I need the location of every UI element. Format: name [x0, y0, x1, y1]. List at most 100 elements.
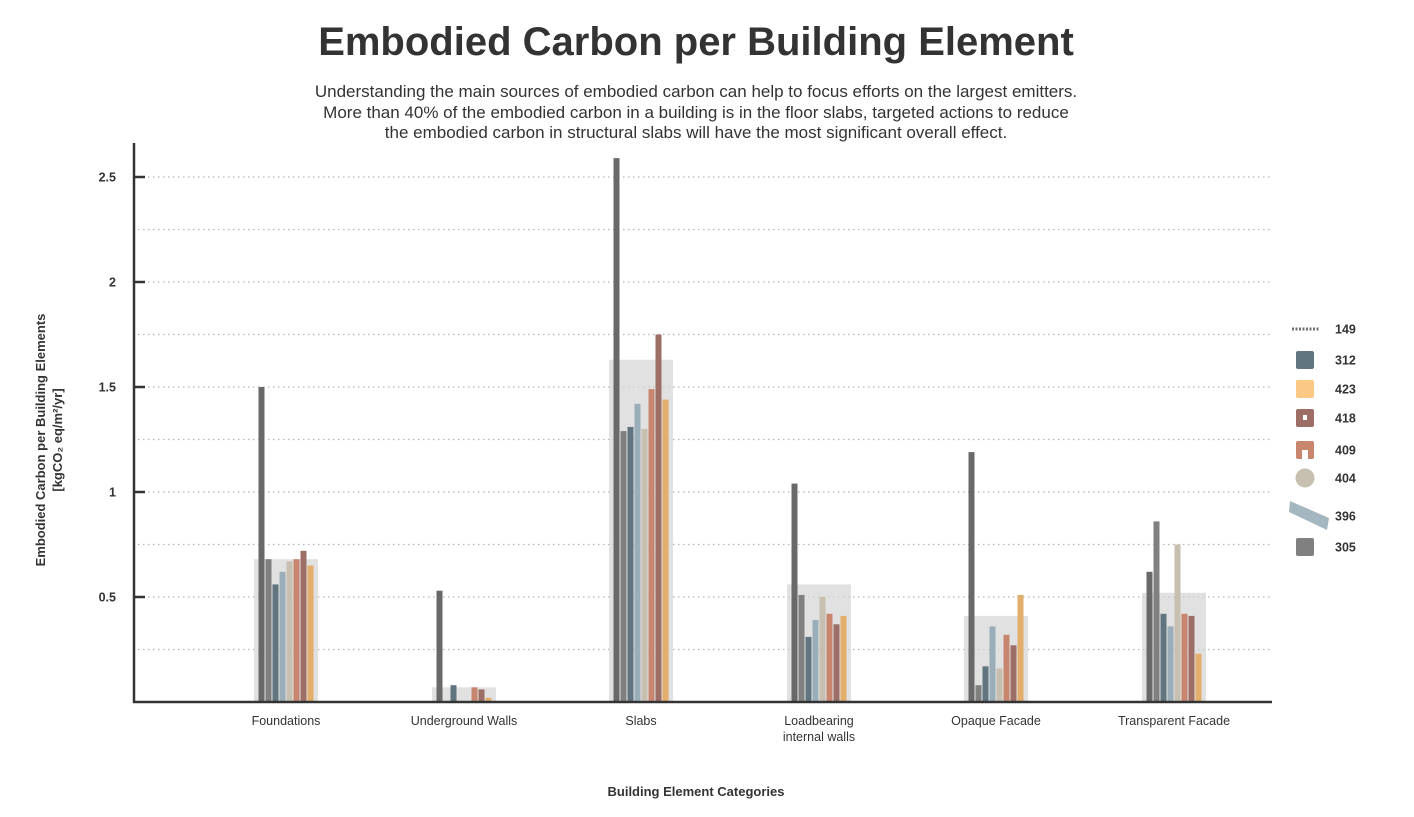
- bar: [307, 565, 314, 702]
- legend-icon-detail: [1302, 450, 1308, 459]
- y-tick-label: 2.5: [99, 171, 116, 185]
- bar: [982, 666, 989, 702]
- bar: [478, 689, 485, 702]
- bar: [1010, 645, 1017, 702]
- legend-label: 409: [1335, 444, 1356, 458]
- legend-label: 396: [1335, 510, 1356, 524]
- legend-icon-detail: [1303, 415, 1307, 420]
- legend-label: 418: [1335, 412, 1356, 426]
- bar: [485, 697, 492, 702]
- legend-item: 396: [1289, 501, 1356, 530]
- bar: [662, 399, 669, 702]
- subtitle-line: Understanding the main sources of embodi…: [314, 82, 1078, 101]
- bar: [798, 594, 805, 702]
- average-bar: [609, 359, 673, 702]
- x-tick-label: Loadbearing internal walls: [783, 714, 855, 744]
- bar: [300, 550, 307, 702]
- y-axis-label: Embodied Carbon per Building Elements [k…: [33, 314, 65, 567]
- legend-label: 423: [1335, 383, 1356, 397]
- bar: [279, 571, 286, 702]
- bar: [1146, 571, 1153, 702]
- bar: [1195, 653, 1202, 702]
- bar: [819, 597, 826, 702]
- bar: [1188, 615, 1195, 702]
- x-tick-label: Transparent Facade: [1118, 714, 1230, 728]
- legend-item: 305: [1296, 538, 1356, 556]
- bar: [989, 626, 996, 702]
- bar: [1174, 544, 1181, 702]
- bar: [840, 615, 847, 702]
- bar: [1153, 521, 1160, 702]
- bar: [1160, 613, 1167, 702]
- bar: [293, 559, 300, 702]
- bars: [258, 158, 1202, 703]
- bar: [812, 620, 819, 702]
- legend-label: 312: [1335, 354, 1356, 368]
- legend-label: 404: [1335, 472, 1356, 486]
- x-tick-label: Slabs: [625, 714, 656, 728]
- x-tick-labels: Foundations Underground Walls Slabs Loadbea…: [252, 714, 1230, 744]
- y-tick-label: 1.5: [99, 381, 116, 395]
- legend-shape-icon: [1296, 351, 1314, 369]
- chart-title: Embodied Carbon per Building Element: [318, 20, 1074, 64]
- average-bar: [1142, 592, 1206, 702]
- y-tick-label: 2: [109, 276, 116, 290]
- legend-item: 423: [1296, 380, 1356, 398]
- x-tick-label: Foundations: [252, 714, 321, 728]
- legend-label: 149: [1335, 323, 1356, 337]
- y-tick-label: 0.5: [99, 591, 116, 605]
- bar: [634, 403, 641, 702]
- chart-subtitle: Understanding the main sources of embodi…: [290, 82, 1102, 144]
- x-axis-label: Building Element Categories: [608, 784, 785, 799]
- legend-item: 312: [1296, 351, 1356, 369]
- bar: [1003, 634, 1010, 702]
- bar: [996, 668, 1003, 702]
- bar: [1017, 594, 1024, 702]
- bar: [805, 636, 812, 702]
- bar: [791, 483, 798, 702]
- legend-item: 418: [1296, 409, 1356, 427]
- subtitle-line: the embodied carbon in structural slabs …: [384, 123, 1008, 142]
- bar: [450, 685, 457, 702]
- average-bar: [254, 559, 318, 702]
- bar: [471, 687, 478, 702]
- average-backgrounds: [254, 359, 1206, 702]
- bar: [436, 590, 443, 702]
- bar: [627, 426, 634, 702]
- bar: [975, 685, 982, 702]
- bar: [613, 158, 620, 703]
- legend-shape-icon: [1289, 501, 1329, 530]
- axes: [132, 143, 1272, 704]
- bar: [265, 559, 272, 702]
- legend-item: 404: [1295, 468, 1356, 488]
- subtitle-line: More than 40% of the embodied carbon in …: [323, 102, 1069, 122]
- legend-shape-icon: [1296, 538, 1314, 556]
- bar: [826, 613, 833, 702]
- legend-shape-icon: [1296, 380, 1314, 398]
- bar: [648, 389, 655, 702]
- bar: [641, 429, 648, 702]
- x-tick-label: Underground Walls: [411, 714, 518, 728]
- average-bar: [964, 615, 1028, 702]
- legend: 149 312 423 418 409 404 396 305: [1289, 323, 1356, 556]
- bar: [1181, 613, 1188, 702]
- y-tick-label: 1: [109, 486, 116, 500]
- y-ticks: 0.5 1 1.5 2 2.5: [99, 171, 145, 605]
- bar: [286, 561, 293, 702]
- bar: [968, 452, 975, 702]
- legend-item: 149: [1292, 323, 1356, 337]
- average-bar: [787, 584, 851, 702]
- bar: [272, 584, 279, 702]
- bar: [258, 387, 265, 702]
- y-axis-label-unit: [kgCO₂ eq/m²/yr]: [50, 388, 65, 491]
- x-tick-label: Opaque Facade: [951, 714, 1041, 728]
- legend-circle-icon: [1295, 468, 1315, 488]
- grid-lines: [138, 176, 1272, 651]
- legend-item: 409: [1296, 441, 1356, 459]
- bar: [620, 431, 627, 702]
- bar: [1167, 626, 1174, 702]
- y-axis-label-line: Embodied Carbon per Building Elements: [33, 314, 48, 567]
- bar: [655, 334, 662, 702]
- legend-label: 305: [1335, 541, 1356, 555]
